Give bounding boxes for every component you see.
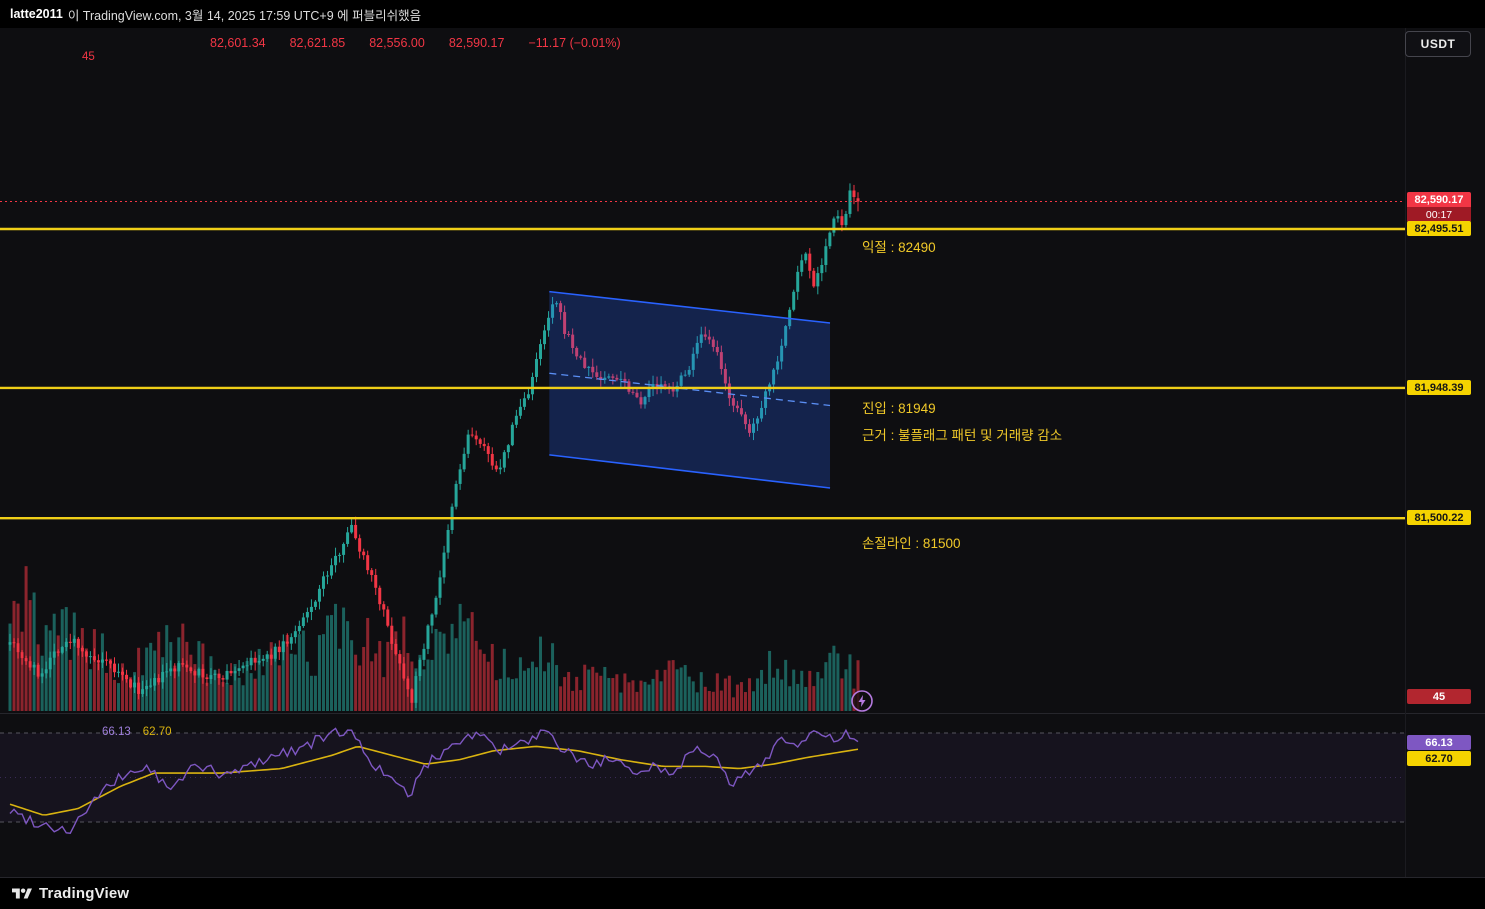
publisher-username: latte2011 [10, 7, 63, 21]
rsi-legend-ma-value: 62.70 [142, 726, 172, 738]
tradingview-logo[interactable]: TradingView [12, 885, 129, 902]
annotation-take-profit: 익절 : 82490 [862, 240, 936, 255]
ohlc-high: 82,621.85 [289, 36, 346, 50]
rsi-legend-value: 66.13 [102, 726, 131, 738]
pane-separators [0, 28, 1485, 878]
level-lines [0, 200, 1405, 520]
annotation-entry: 진입 : 81949 [862, 401, 936, 416]
stop-loss-price-label: 81,500.22 [1407, 510, 1471, 525]
rsi-lines [9, 727, 859, 834]
currency-toggle-button[interactable]: USDT [1405, 31, 1471, 57]
ohlc-open: 82,601.34 [210, 36, 266, 50]
footer: TradingView [0, 878, 1485, 909]
chart-background [0, 28, 1485, 877]
publish-info: 이 TradingView.com, 3월 14, 2025 17:59 UTC… [67, 8, 422, 23]
tradingview-icon [12, 887, 32, 898]
entry-price-label: 81,948.39 [1407, 380, 1471, 395]
volume-value-label: 45 [1407, 689, 1471, 704]
tradingview-wordmark: TradingView [39, 885, 130, 902]
rsi-pane-bands [0, 732, 1405, 823]
current-price-value: 82,590.17 [1414, 193, 1464, 206]
rsi-value-label: 66.13 [1407, 735, 1471, 750]
bar-countdown: 00:17 [1407, 207, 1471, 222]
legend-timeframe: 45 [82, 51, 95, 63]
publish-header: latte2011 이 TradingView.com, 3월 14, 2025… [0, 0, 1485, 28]
rsi-legend: 66.13 62.70 [102, 726, 172, 738]
ohlc-low: 82,556.00 [369, 36, 425, 50]
current-price-label: 82,590.17 00:17 [1407, 192, 1471, 222]
flash-event-marker[interactable] [850, 689, 874, 713]
ohlc-close: 82,590.17 [448, 36, 505, 50]
annotation-reason: 근거 : 불플래그 패턴 및 거래량 감소 [862, 428, 1063, 443]
take-profit-price-label: 82,495.51 [1407, 221, 1471, 236]
annotation-stop-loss: 손절라인 : 81500 [862, 536, 961, 551]
flag-channel [549, 290, 831, 489]
rsi-ma-value-label: 62.70 [1407, 751, 1471, 766]
ohlc-change: −11.17 (−0.01%) [528, 36, 621, 50]
lightning-icon [851, 690, 873, 712]
candles [8, 183, 860, 711]
legend-ohlc: 82,601.34 82,621.85 82,556.00 82,590.17 … [210, 36, 621, 50]
